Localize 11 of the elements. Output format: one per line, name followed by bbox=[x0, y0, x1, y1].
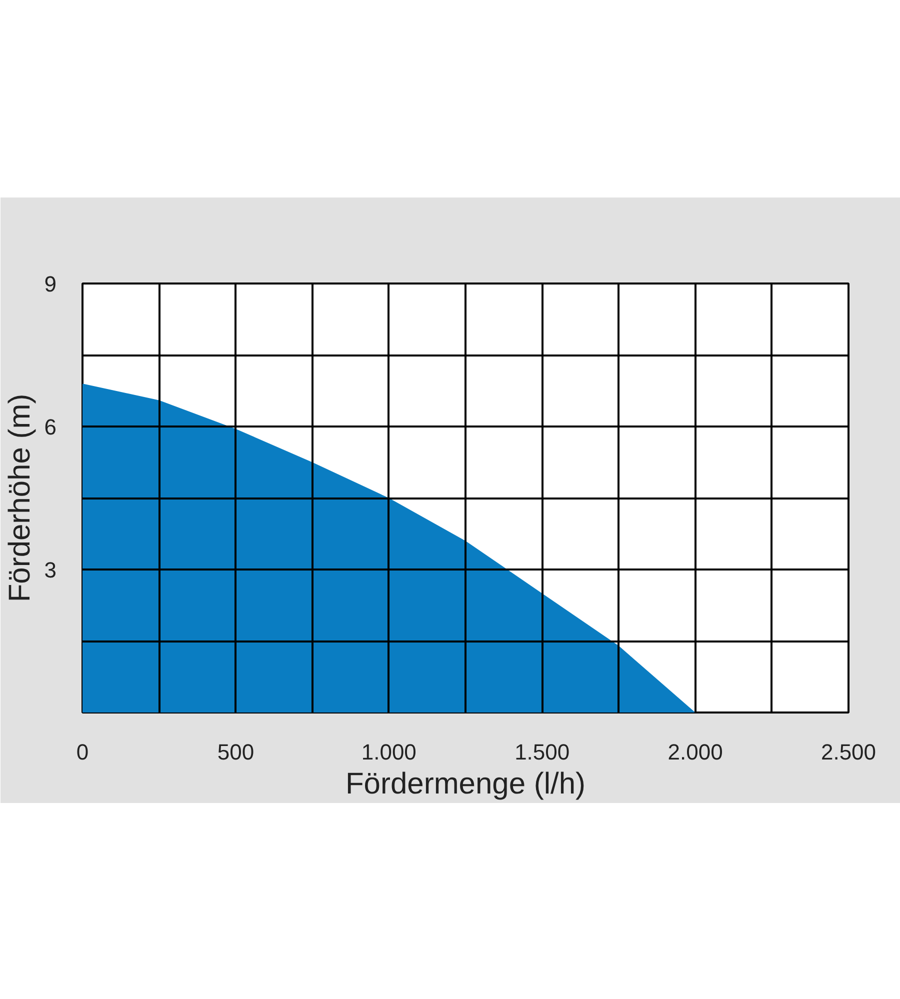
y-axis-title: Förderhöhe (m) bbox=[3, 394, 36, 602]
text: 2.500 bbox=[820, 740, 876, 764]
y-tick-label: 9 bbox=[44, 272, 57, 296]
x-tick-label: 500 bbox=[217, 740, 254, 764]
y-tick-label: 6 bbox=[44, 414, 57, 440]
x-axis-title: Fördermenge (l/h) bbox=[345, 768, 586, 800]
text: 1.000 bbox=[361, 740, 416, 764]
y-tick-label: 3 bbox=[44, 558, 57, 582]
text: 1.500 bbox=[514, 740, 570, 764]
text: 2.000 bbox=[668, 740, 723, 764]
x-tick-label: 0 bbox=[76, 740, 89, 764]
